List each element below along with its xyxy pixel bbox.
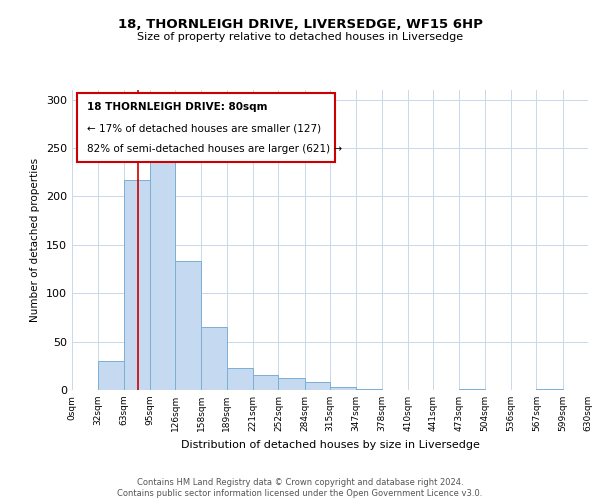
Bar: [460, 389, 485, 390]
FancyBboxPatch shape: [77, 93, 335, 162]
Text: 18 THORNLEIGH DRIVE: 80sqm: 18 THORNLEIGH DRIVE: 80sqm: [88, 102, 268, 112]
Bar: [124, 180, 150, 390]
Text: 18, THORNLEIGH DRIVE, LIVERSEDGE, WF15 6HP: 18, THORNLEIGH DRIVE, LIVERSEDGE, WF15 6…: [118, 18, 482, 30]
Bar: [253, 376, 278, 390]
Text: Size of property relative to detached houses in Liversedge: Size of property relative to detached ho…: [137, 32, 463, 42]
Bar: [536, 389, 563, 390]
Bar: [227, 368, 253, 390]
Bar: [305, 382, 330, 390]
Text: ← 17% of detached houses are smaller (127): ← 17% of detached houses are smaller (12…: [88, 123, 322, 133]
Bar: [278, 378, 305, 390]
X-axis label: Distribution of detached houses by size in Liversedge: Distribution of detached houses by size …: [181, 440, 479, 450]
Bar: [202, 327, 227, 390]
Bar: [356, 389, 382, 390]
Text: Contains HM Land Registry data © Crown copyright and database right 2024.
Contai: Contains HM Land Registry data © Crown c…: [118, 478, 482, 498]
Bar: [175, 262, 202, 390]
Bar: [98, 361, 124, 390]
Bar: [150, 153, 175, 390]
Text: 82% of semi-detached houses are larger (621) →: 82% of semi-detached houses are larger (…: [88, 144, 343, 154]
Y-axis label: Number of detached properties: Number of detached properties: [31, 158, 40, 322]
Bar: [330, 387, 356, 390]
